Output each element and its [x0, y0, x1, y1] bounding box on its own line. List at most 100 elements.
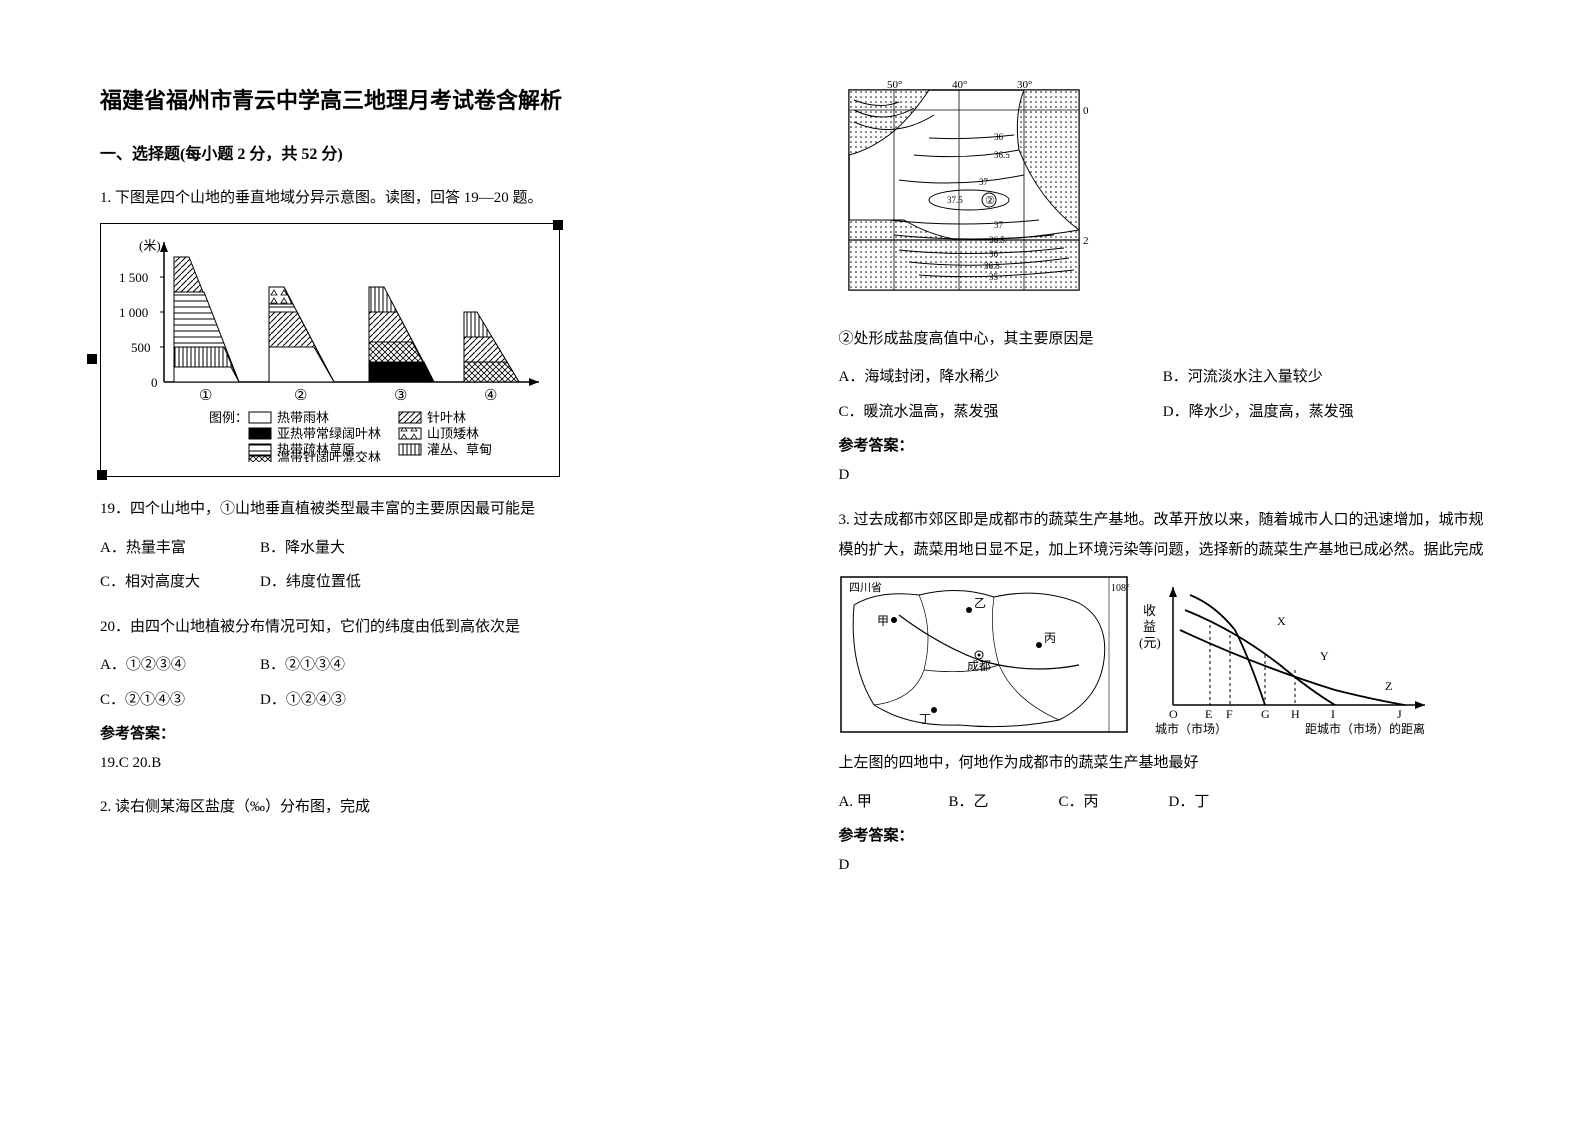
x-label-1: ①: [199, 388, 212, 404]
curve-x: X: [1277, 614, 1286, 628]
legend-title: 图例：: [209, 410, 248, 425]
ytick-1500: 1 500: [119, 270, 148, 285]
q3-opts: A. 甲 B．乙 C．丙 D．丁: [839, 788, 1488, 817]
legend-7: 温带针阔叶混交林: [277, 450, 381, 462]
lon-108: 108°: [1111, 583, 1129, 594]
q2-opt-a: A．海域封闭，降水稀少: [839, 363, 1163, 392]
xt-e: E: [1205, 707, 1212, 721]
q1-20-opt-b: B．②①③④: [260, 651, 420, 680]
xt-g: G: [1261, 707, 1270, 721]
point-2-label: ②: [985, 195, 995, 207]
mountain-3: [369, 287, 434, 382]
y-label-yi: 益: [1143, 619, 1156, 634]
marker-tr-icon: [553, 220, 563, 230]
ytick-0: 0: [151, 375, 158, 390]
q3-opt-a: A. 甲: [839, 788, 949, 817]
legend-2: 针叶林: [427, 410, 466, 425]
pt-bing: 丙: [1044, 631, 1056, 645]
curve-z: Z: [1385, 679, 1392, 693]
ytick-500: 500: [131, 340, 151, 355]
iso-365c: 36.5: [984, 261, 1000, 271]
q2-opt-c: C．暖流水温高，蒸发强: [839, 398, 1163, 427]
lat-0: 0°: [1083, 105, 1089, 117]
pt-ding: 丁: [919, 712, 931, 726]
xlabel-right: 距城市（市场）的距离: [1305, 721, 1425, 735]
q1-19-opt-a: A．热量丰富: [100, 534, 260, 563]
city-chengdu: 成都: [967, 659, 991, 673]
xt-j: J: [1397, 707, 1402, 721]
curve-y: Y: [1320, 649, 1329, 663]
x-label-3: ③: [394, 388, 407, 404]
province-label: 四川省: [849, 581, 882, 594]
q2-answer: D: [839, 461, 1488, 490]
pt-yi: 乙: [974, 596, 986, 610]
y-axis-unit: (米): [139, 238, 161, 253]
q1-sub19-stem: 19．四个山地中，①山地垂直植被类型最丰富的主要原因最可能是: [100, 495, 749, 524]
q1-20-row2: C．②①④③ D．①②④③: [100, 686, 749, 715]
mountain-2: [269, 287, 334, 382]
legend-6: 灌丛、草甸: [427, 442, 492, 457]
iso-36b: 36: [989, 249, 999, 259]
q2-map-svg: 50° 40° 30° 0° 20° 36 36.5 37 37.5 37 36…: [839, 80, 1089, 300]
q1-19-row2: C．相对高度大 D．纬度位置低: [100, 568, 749, 597]
exam-title: 福建省福州市青云中学高三地理月考试卷含解析: [100, 80, 749, 122]
q3-figure-row: 四川省 108° 甲 乙 丙 丁 成都 收 益 (元) X Y Z: [839, 575, 1488, 735]
q3-opt-d: D．丁: [1169, 788, 1279, 817]
y-label-shouyi: 收: [1143, 603, 1156, 618]
lon-50: 50°: [887, 80, 902, 91]
iso-375: 37.5: [947, 195, 963, 205]
q3-right-chart-svg: 收 益 (元) X Y Z O E F G H I J 城市（市场） 距城市（市…: [1135, 575, 1435, 735]
section-1-text: 一、选择题(每小题 2 分，共 52 分): [100, 146, 343, 163]
q2-answer-label: 参考答案：: [839, 432, 1488, 461]
x-label-4: ④: [484, 388, 497, 404]
iso-37b: 37: [994, 220, 1004, 230]
xt-o: O: [1169, 707, 1178, 721]
q2-map: 50° 40° 30° 0° 20° 36 36.5 37 37.5 37 36…: [839, 80, 1488, 311]
legend-4: 山顶矮林: [427, 426, 479, 441]
mountain-4: [464, 312, 519, 382]
lon-40: 40°: [952, 80, 967, 91]
q1-answer-label: 参考答案：: [100, 720, 749, 749]
q1-sub20-stem: 20．由四个山地植被分布情况可知，它们的纬度由低到高依次是: [100, 613, 749, 642]
q1-answer: 19.C 20.B: [100, 749, 749, 778]
q1-20-row1: A．①②③④ B．②①③④: [100, 651, 749, 680]
lon-30: 30°: [1017, 80, 1032, 91]
q1-20-opt-c: C．②①④③: [100, 686, 260, 715]
legend-1: 热带雨林: [277, 410, 329, 425]
y-label-yuan: (元): [1139, 635, 1161, 650]
q1-figure-box: (米) 1 500 1 000 500 0 ① ② ③: [100, 223, 560, 478]
ytick-1000: 1 000: [119, 305, 148, 320]
q2-opt-d: D．降水少，温度高，蒸发强: [1163, 398, 1487, 427]
x-label-2: ②: [294, 388, 307, 404]
q3-answer: D: [839, 851, 1488, 880]
marker-bl-icon: [97, 470, 107, 480]
q2-opt-b: B．河流淡水注入量较少: [1163, 363, 1487, 392]
q3-sub-stem: 上左图的四地中，何地作为成都市的蔬菜生产基地最好: [839, 749, 1488, 778]
q2-sub-stem: ②处形成盐度高值中心，其主要原因是: [839, 325, 1488, 354]
q1-19-row1: A．热量丰富 B．降水量大: [100, 534, 749, 563]
iso-365: 36.5: [994, 150, 1010, 160]
iso-36: 36: [994, 132, 1004, 142]
q1-20-opt-d: D．①②④③: [260, 686, 420, 715]
pt-jia: 甲: [877, 614, 889, 628]
q2-row1: A．海域封闭，降水稀少 B．河流淡水注入量较少: [839, 363, 1488, 392]
q3-answer-label: 参考答案：: [839, 822, 1488, 851]
xt-f: F: [1226, 707, 1233, 721]
section-1-header: 一、选择题(每小题 2 分，共 52 分): [100, 140, 749, 170]
q3-left-map-svg: 四川省 108° 甲 乙 丙 丁 成都: [839, 575, 1129, 735]
xt-h: H: [1291, 707, 1300, 721]
q3-opt-b: B．乙: [949, 788, 1059, 817]
marker-left-icon: [87, 354, 97, 364]
iso-37: 37: [979, 177, 989, 187]
q1-chart-svg: (米) 1 500 1 000 500 0 ① ② ③: [109, 232, 549, 462]
q1-19-opt-b: B．降水量大: [260, 534, 420, 563]
iso-35: 35: [989, 272, 999, 282]
q2-row2: C．暖流水温高，蒸发强 D．降水少，温度高，蒸发强: [839, 398, 1488, 427]
legend-3: 亚热带常绿阔叶林: [277, 426, 381, 441]
q1-19-opt-c: C．相对高度大: [100, 568, 260, 597]
xt-i: I: [1331, 707, 1335, 721]
q3-stem: 3. 过去成都市郊区即是成都市的蔬菜生产基地。改革开放以来，随着城市人口的迅速增…: [839, 505, 1488, 565]
q1-stem: 1. 下图是四个山地的垂直地域分异示意图。读图，回答 19—20 题。: [100, 184, 749, 213]
q2-stem: 2. 读右侧某海区盐度（‰）分布图，完成: [100, 793, 749, 822]
q1-19-opt-d: D．纬度位置低: [260, 568, 420, 597]
